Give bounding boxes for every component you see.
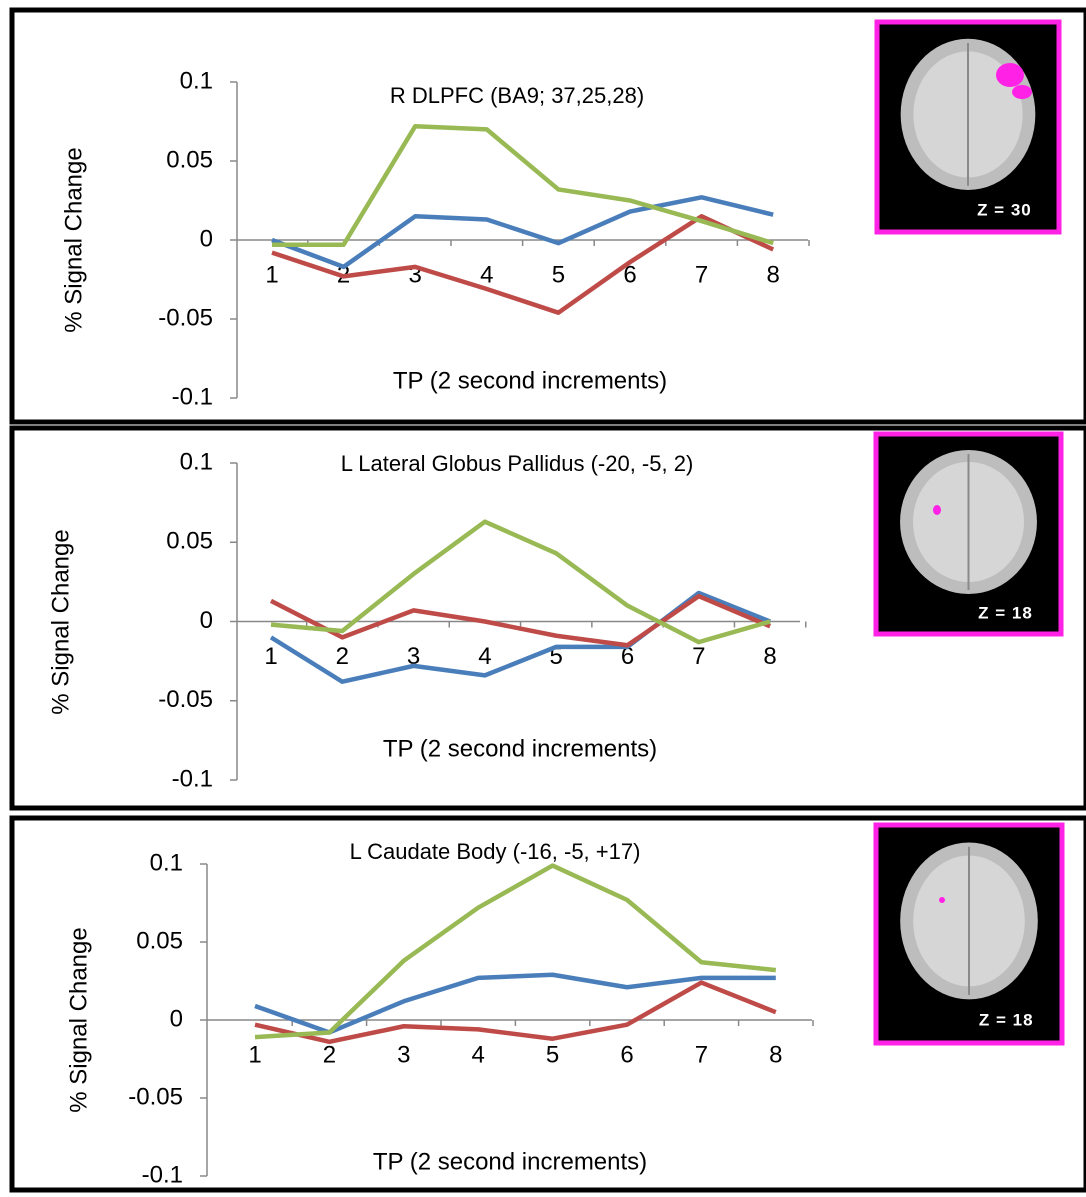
- x-tick-label: 8: [763, 643, 776, 670]
- y-tick-label: 0.1: [150, 849, 183, 876]
- x-tick-label: 4: [478, 643, 491, 670]
- y-tick-label: -0.05: [158, 686, 213, 713]
- activation-blob: [996, 63, 1024, 87]
- y-tick-label: -0.1: [172, 383, 213, 410]
- y-axis-label: % Signal Change: [60, 147, 87, 332]
- x-axis-label: TP (2 second increments): [393, 367, 667, 394]
- inset-label: Z = 18: [978, 603, 1033, 622]
- x-tick-label: 7: [692, 643, 705, 670]
- x-axis-label: TP (2 second increments): [383, 735, 657, 762]
- y-tick-label: 0: [170, 1005, 183, 1032]
- x-tick-label: 1: [264, 643, 277, 670]
- y-tick-label: 0: [200, 607, 213, 634]
- y-axis-label: % Signal Change: [47, 529, 74, 714]
- inset-label: Z = 18: [979, 1011, 1034, 1030]
- x-tick-label: 5: [546, 1041, 559, 1068]
- y-tick-label: -0.05: [158, 304, 213, 331]
- y-tick-label: 0.05: [166, 528, 213, 555]
- activation-blob: [933, 505, 941, 515]
- chart-title: L Caudate Body (-16, -5, +17): [350, 839, 641, 864]
- chart-title: L Lateral Globus Pallidus (-20, -5, 2): [341, 451, 694, 476]
- x-tick-label: 8: [769, 1041, 782, 1068]
- activation-blob: [939, 897, 945, 903]
- chart-title: R DLPFC (BA9; 37,25,28): [390, 83, 644, 108]
- x-tick-label: 1: [248, 1041, 261, 1068]
- x-tick-label: 2: [336, 643, 349, 670]
- y-tick-label: 0.05: [166, 146, 213, 173]
- y-axis-label: % Signal Change: [65, 927, 92, 1112]
- y-tick-label: 0.1: [180, 67, 213, 94]
- y-tick-label: 0.05: [136, 927, 183, 954]
- x-tick-label: 1: [265, 261, 278, 288]
- x-tick-label: 8: [767, 261, 780, 288]
- x-tick-label: 7: [695, 1041, 708, 1068]
- x-tick-label: 7: [695, 261, 708, 288]
- y-tick-label: 0: [200, 225, 213, 252]
- inset-label: Z = 30: [977, 200, 1032, 219]
- x-tick-label: 4: [480, 261, 493, 288]
- y-tick-label: -0.05: [128, 1083, 183, 1110]
- figure: -0.1 -0.05 0 0.05 0.1 1 2 3 4 5 6 7 8 R DLPFC (BA9; 3…: [0, 0, 1086, 1197]
- x-tick-label: 3: [397, 1041, 410, 1068]
- y-tick-label: -0.1: [142, 1161, 183, 1188]
- x-tick-label: 4: [472, 1041, 485, 1068]
- y-tick-label: -0.1: [172, 765, 213, 792]
- x-axis-label: TP (2 second increments): [373, 1148, 647, 1175]
- x-tick-label: 2: [323, 1041, 336, 1068]
- x-tick-label: 6: [620, 1041, 633, 1068]
- y-tick-label: 0.1: [180, 448, 213, 475]
- activation-blob: [1012, 85, 1032, 99]
- x-tick-label: 5: [552, 261, 565, 288]
